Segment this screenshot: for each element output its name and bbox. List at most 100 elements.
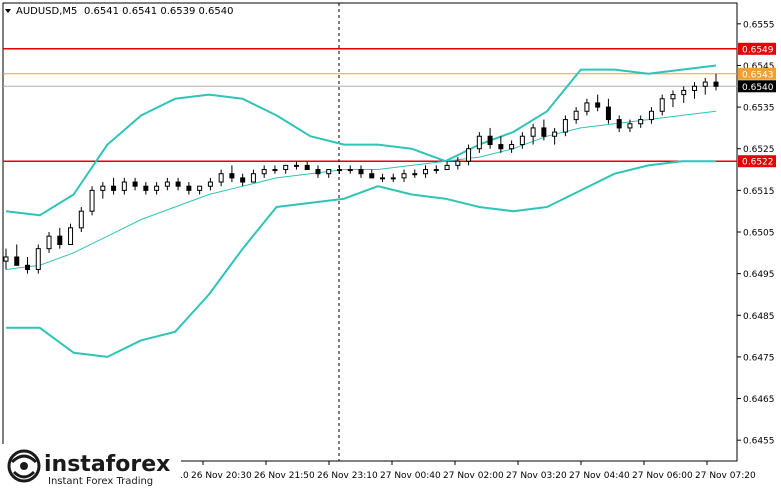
candle: [229, 165, 235, 183]
candle: [207, 177, 213, 191]
candle: [595, 94, 601, 112]
candle-body: [218, 173, 224, 183]
candle-body: [315, 169, 321, 175]
x-tick-label: 26 Nov 20:30: [191, 471, 252, 481]
brand-logo-text: instaforex: [44, 452, 170, 477]
candle: [476, 132, 482, 153]
candle-body: [250, 173, 256, 183]
candle: [638, 115, 644, 128]
candle-body: [100, 185, 106, 191]
candle: [552, 127, 558, 145]
candle: [68, 223, 74, 245]
candle: [509, 140, 515, 153]
candle-body: [466, 148, 472, 162]
candle: [57, 227, 63, 249]
candle-body: [293, 164, 299, 167]
price-label-bg-level: [738, 67, 776, 80]
y-tick-label: 0.6515: [743, 187, 775, 197]
candle: [627, 119, 633, 133]
instaforex-logo-icon: [7, 449, 41, 483]
candle: [89, 186, 95, 216]
y-tick-label: 0.6545: [743, 62, 775, 72]
candle-body: [380, 177, 386, 180]
candle: [530, 123, 536, 145]
candle-body: [175, 181, 181, 187]
candle: [218, 169, 224, 187]
candle-body: [358, 169, 364, 175]
price-label-support: 0.6522: [742, 158, 774, 168]
candle: [691, 82, 697, 99]
candle-body: [638, 119, 644, 125]
candle-body: [702, 81, 708, 87]
x-tick-label: 27 Nov 00:40: [380, 471, 441, 481]
candle-body: [46, 235, 52, 250]
candle-body: [627, 123, 633, 129]
brand-tagline: Instant Forex Trading: [48, 476, 153, 487]
candle: [46, 232, 52, 253]
chart-menu-icon[interactable]: [5, 9, 11, 13]
candle-body: [154, 185, 160, 191]
candle-body: [530, 127, 536, 137]
candle-body: [229, 173, 235, 179]
candle-body: [78, 210, 84, 229]
y-tick-label: 0.6535: [743, 104, 775, 114]
candle-body: [186, 185, 192, 191]
x-tick-label: 27 Nov 03:20: [506, 471, 567, 481]
candle-body: [573, 110, 579, 121]
candle: [186, 182, 192, 195]
candle-body: [197, 185, 203, 191]
candle-body: [14, 256, 20, 266]
candle: [250, 169, 256, 183]
candle: [713, 73, 719, 91]
horizontal-lines: [3, 48, 737, 162]
candle: [605, 98, 611, 124]
y-tick-label: 0.6505: [743, 229, 775, 239]
price-label-bg-support: [738, 155, 776, 168]
candle: [584, 98, 590, 116]
price-label-bg-resistance: [738, 42, 776, 55]
candle: [498, 136, 504, 153]
candle: [293, 161, 299, 170]
candle-body: [143, 185, 149, 191]
candle: [121, 177, 127, 195]
candle-body: [121, 181, 127, 191]
candle-body: [648, 110, 654, 121]
candle: [702, 77, 708, 95]
x-tick-label: 27 Nov 07:20: [695, 471, 756, 481]
candle: [562, 115, 568, 137]
candle-body: [509, 144, 515, 150]
candles: [3, 73, 719, 274]
candle-body: [412, 173, 418, 176]
candle-body: [541, 127, 547, 137]
candle: [164, 177, 170, 191]
candle: [304, 161, 310, 171]
candle-body: [670, 94, 676, 100]
candle-body: [3, 256, 9, 262]
candle-body: [455, 160, 461, 166]
candle: [197, 185, 203, 195]
candle-body: [240, 177, 246, 183]
x-tick-label: 27 Nov 02:00: [443, 471, 504, 481]
candle-body: [519, 135, 525, 146]
candle-body: [132, 181, 138, 187]
candle-body: [713, 81, 719, 87]
candle-body: [476, 135, 482, 150]
candle-body: [401, 173, 407, 179]
candle: [423, 165, 429, 178]
candle-body: [595, 102, 601, 108]
candle: [541, 119, 547, 141]
price-labels: 0.6549 0.6543 0.6540 0.6522: [738, 42, 776, 168]
candle-body: [390, 177, 396, 180]
price-label-bg-current: [738, 80, 776, 93]
candle: [433, 165, 439, 174]
candle-body: [369, 173, 375, 179]
candle: [283, 164, 289, 174]
candle-body: [347, 169, 353, 172]
candle: [154, 182, 160, 195]
candle: [272, 165, 278, 174]
candle: [347, 165, 353, 174]
candle-body: [25, 264, 31, 270]
candle-body: [164, 181, 170, 187]
